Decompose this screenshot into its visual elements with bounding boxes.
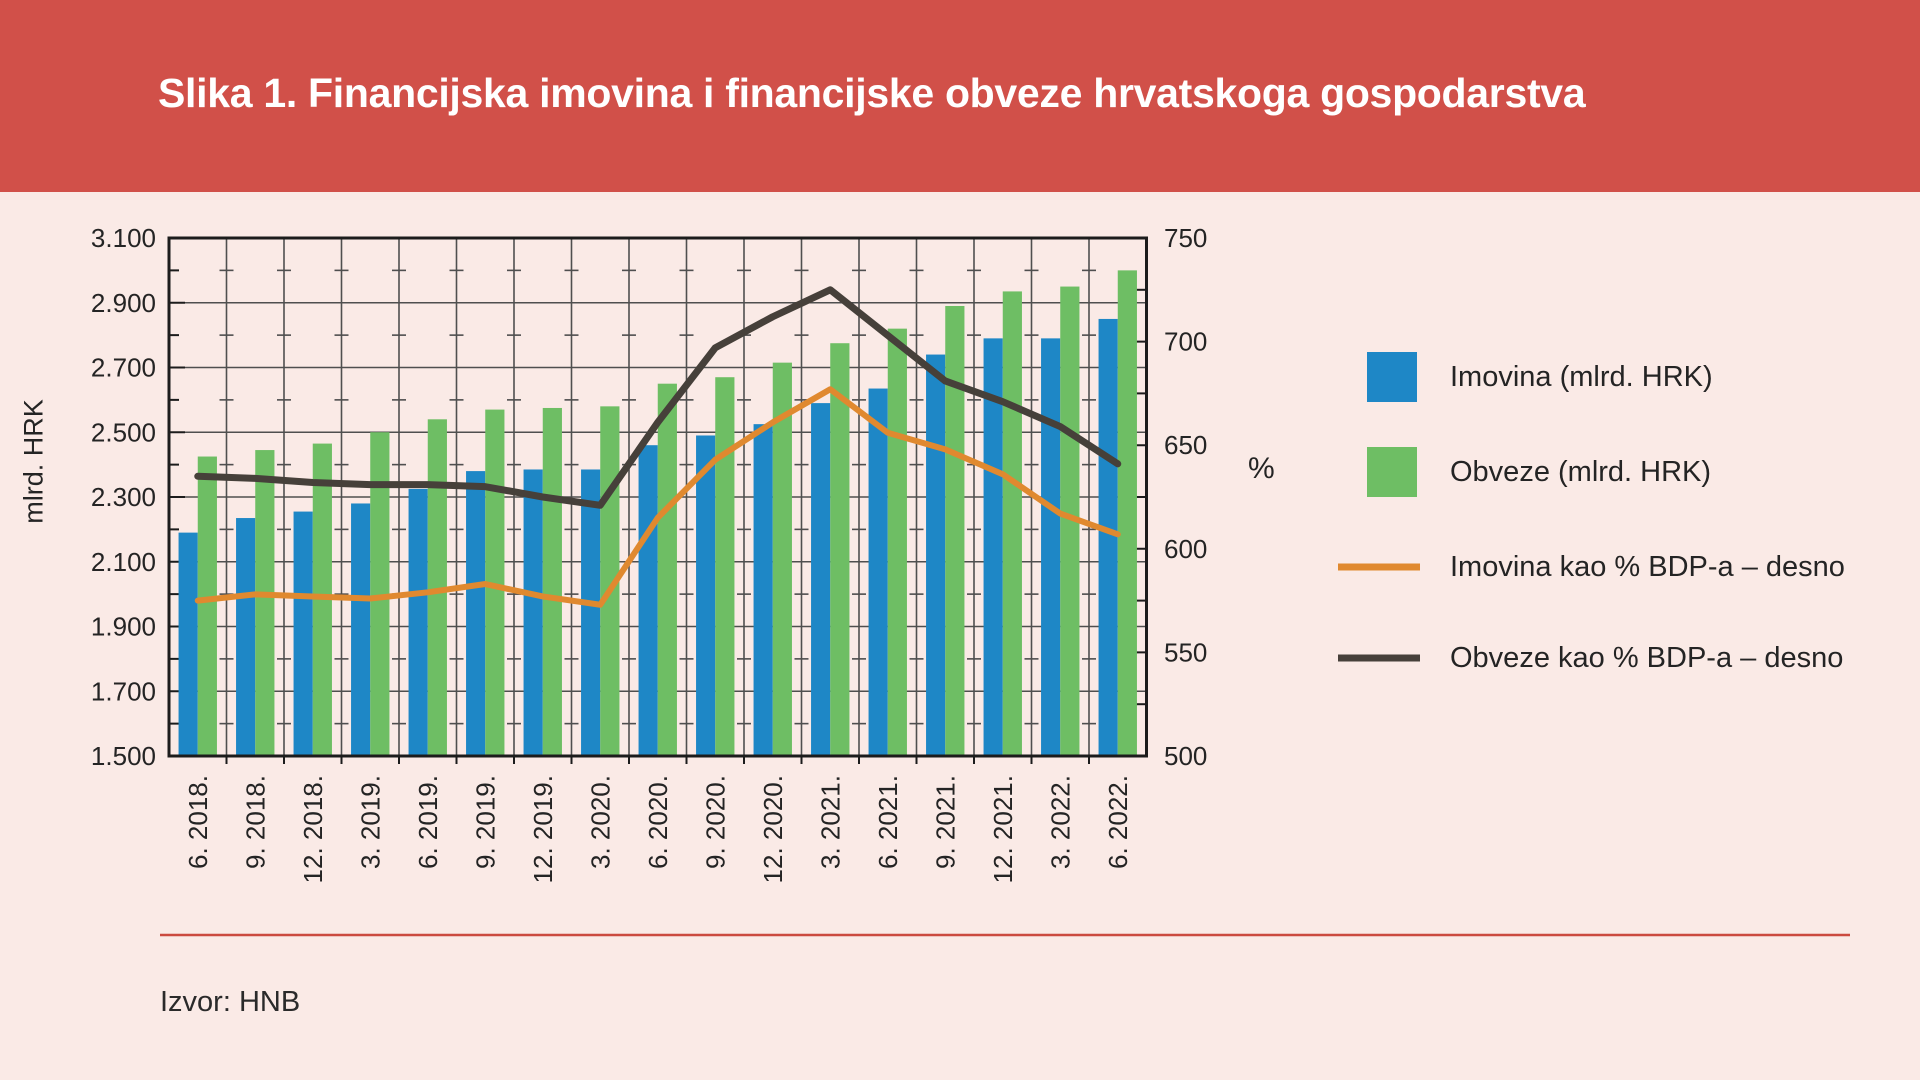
- right-tick-label: 600: [1164, 534, 1207, 564]
- legend-swatch-obveze: [1367, 447, 1417, 497]
- bar-obveze: [197, 456, 217, 756]
- bar-imovina: [926, 354, 946, 756]
- header-banner: Slika 1. Financijska imovina i financijs…: [0, 0, 1920, 192]
- left-tick-label: 1.500: [91, 741, 156, 771]
- bar-obveze: [887, 328, 907, 756]
- left-tick-label: 2.700: [91, 353, 156, 383]
- bar-obveze: [427, 419, 447, 756]
- bar-obveze: [715, 377, 735, 756]
- right-tick-label: 550: [1164, 637, 1207, 667]
- bar-imovina: [581, 469, 601, 756]
- bar-imovina: [868, 388, 888, 756]
- left-tick-label: 2.900: [91, 288, 156, 318]
- x-tick-label: 6. 2021.: [873, 775, 903, 869]
- x-tick-label: 12. 2020.: [758, 775, 788, 883]
- x-tick-label: 9. 2018.: [240, 775, 270, 869]
- x-tick-label: 6. 2022.: [1103, 775, 1133, 869]
- source-text: Izvor: HNB: [160, 986, 301, 1018]
- x-tick-label: 12. 2019.: [528, 775, 558, 883]
- bar-imovina: [1041, 338, 1061, 756]
- right-tick-label: 650: [1164, 430, 1207, 460]
- legend-label-obveze_pct: Obveze kao % BDP-a – desno: [1450, 642, 1843, 674]
- bar-obveze: [657, 383, 677, 756]
- tick-labels: 3.100 2.900 2.700 2.500 2.300 2.100 1.900 1.700…: [91, 223, 1207, 883]
- legend-label-imovina: Imovina (mlrd. HRK): [1450, 361, 1713, 393]
- x-tick-label: 12. 2021.: [988, 775, 1018, 883]
- x-tick-label: 3. 2019.: [355, 775, 385, 869]
- x-tick-label: 9. 2020.: [700, 775, 730, 869]
- bar-obveze: [830, 343, 850, 756]
- bar-obveze: [1002, 291, 1022, 756]
- left-tick-label: 1.900: [91, 612, 156, 642]
- bar-imovina: [1098, 318, 1118, 756]
- bar-imovina: [983, 338, 1003, 756]
- bar-obveze: [772, 362, 792, 756]
- bar-imovina: [523, 469, 543, 756]
- x-tick-label: 6. 2020.: [643, 775, 673, 869]
- bar-imovina: [293, 511, 313, 756]
- legend-label-imovina_pct: Imovina kao % BDP-a – desno: [1450, 551, 1845, 583]
- x-tick-label: 9. 2021.: [930, 775, 960, 869]
- x-tick-label: 3. 2022.: [1045, 775, 1075, 869]
- bar-obveze: [542, 407, 562, 756]
- chart-title: Slika 1. Financijska imovina i financijs…: [158, 70, 1586, 116]
- bar-imovina: [811, 403, 831, 756]
- x-tick-label: 3. 2020.: [585, 775, 615, 869]
- bar-imovina: [753, 424, 773, 756]
- right-axis-unit-label: %: [1248, 452, 1275, 485]
- x-tick-label: 12. 2018.: [298, 775, 328, 883]
- line-obveze_pct: [194, 286, 1122, 509]
- bar-imovina: [236, 518, 256, 756]
- bars-imovina: [178, 318, 1118, 756]
- line-imovina_pct: [194, 386, 1121, 608]
- right-tick-label: 750: [1164, 223, 1207, 253]
- left-tick-label: 2.300: [91, 482, 156, 512]
- x-tick-label: 6. 2018.: [183, 775, 213, 869]
- x-tick-label: 6. 2019.: [413, 775, 443, 869]
- bar-imovina: [466, 471, 486, 756]
- bar-obveze: [485, 409, 505, 756]
- bar-imovina: [696, 435, 716, 756]
- plot-frame: [167, 236, 1148, 758]
- legend: Imovina (mlrd. HRK) Obveze (mlrd. HRK) Imo…: [1338, 352, 1845, 674]
- left-tick-label: 1.700: [91, 676, 156, 706]
- left-tick-label: 2.500: [91, 417, 156, 447]
- bar-imovina: [408, 488, 428, 756]
- left-tick-label: 3.100: [91, 223, 156, 253]
- right-tick-label: 700: [1164, 327, 1207, 357]
- bar-imovina: [638, 445, 658, 756]
- right-tick-label: 500: [1164, 741, 1207, 771]
- legend-label-obveze: Obveze (mlrd. HRK): [1450, 456, 1711, 488]
- x-tick-label: 3. 2021.: [815, 775, 845, 869]
- bar-obveze: [945, 305, 965, 756]
- bar-imovina: [351, 503, 371, 756]
- bar-obveze: [255, 450, 275, 756]
- left-tick-label: 2.100: [91, 547, 156, 577]
- legend-swatch-imovina: [1367, 352, 1417, 402]
- bar-obveze: [1060, 286, 1080, 756]
- x-tick-label: 9. 2019.: [470, 775, 500, 869]
- bar-obveze: [1117, 270, 1137, 756]
- bar-obveze: [370, 432, 390, 756]
- axis-ticks: [169, 269, 1147, 764]
- bar-imovina: [178, 532, 198, 756]
- left-axis-unit-label: mlrd. HRK: [18, 399, 49, 524]
